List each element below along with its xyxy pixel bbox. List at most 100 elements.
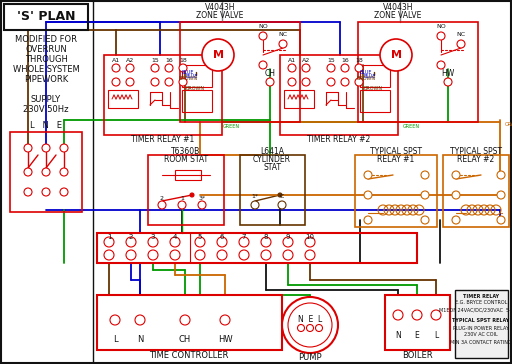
Circle shape xyxy=(217,237,227,247)
Circle shape xyxy=(421,216,429,224)
Circle shape xyxy=(104,250,114,260)
Text: TYPICAL SPST: TYPICAL SPST xyxy=(450,146,502,155)
Text: RELAY #2: RELAY #2 xyxy=(457,154,495,163)
Circle shape xyxy=(148,250,158,260)
Circle shape xyxy=(24,168,32,176)
Text: 2: 2 xyxy=(129,234,133,240)
Text: T6360B: T6360B xyxy=(172,147,201,157)
Text: HW: HW xyxy=(218,336,232,344)
Text: 3: 3 xyxy=(151,234,155,240)
Circle shape xyxy=(165,78,173,86)
Circle shape xyxy=(259,32,267,40)
Text: OVERRUN: OVERRUN xyxy=(25,46,67,55)
Circle shape xyxy=(305,250,315,260)
Text: L   N   E: L N E xyxy=(30,120,62,130)
Circle shape xyxy=(497,216,505,224)
Circle shape xyxy=(190,193,194,197)
Text: 10: 10 xyxy=(306,234,314,240)
Circle shape xyxy=(179,64,187,72)
Circle shape xyxy=(305,237,315,247)
Circle shape xyxy=(24,144,32,152)
Text: A2: A2 xyxy=(302,58,310,63)
Circle shape xyxy=(24,188,32,196)
Circle shape xyxy=(178,201,186,209)
Text: 5: 5 xyxy=(198,234,202,240)
Text: MODIFIED FOR: MODIFIED FOR xyxy=(15,36,77,44)
Text: N  E  L: N E L xyxy=(298,316,322,324)
Text: M: M xyxy=(212,50,224,60)
Circle shape xyxy=(444,78,452,86)
Circle shape xyxy=(452,216,460,224)
Circle shape xyxy=(60,168,68,176)
Circle shape xyxy=(412,310,422,320)
Circle shape xyxy=(126,78,134,86)
Circle shape xyxy=(42,188,50,196)
Text: ZONE VALVE: ZONE VALVE xyxy=(374,12,422,20)
Circle shape xyxy=(341,78,349,86)
Bar xyxy=(175,170,201,180)
Text: E: E xyxy=(415,331,419,340)
Text: BOILER: BOILER xyxy=(402,352,432,360)
Bar xyxy=(10,132,82,212)
Text: CH: CH xyxy=(179,336,191,344)
Circle shape xyxy=(421,171,429,179)
Text: BLUE: BLUE xyxy=(360,70,372,75)
Text: TYPICAL SPST RELAY: TYPICAL SPST RELAY xyxy=(453,318,509,324)
Circle shape xyxy=(217,250,227,260)
Text: WHOLE SYSTEM: WHOLE SYSTEM xyxy=(13,66,79,75)
Circle shape xyxy=(126,64,134,72)
Circle shape xyxy=(457,40,465,48)
Text: 1: 1 xyxy=(180,195,184,201)
Circle shape xyxy=(278,193,282,197)
Text: NO: NO xyxy=(436,24,446,29)
Bar xyxy=(455,290,508,358)
Text: RELAY #1: RELAY #1 xyxy=(377,154,415,163)
Text: A1: A1 xyxy=(288,58,296,63)
Circle shape xyxy=(452,191,460,199)
Circle shape xyxy=(151,64,159,72)
Circle shape xyxy=(327,78,335,86)
Circle shape xyxy=(283,237,293,247)
Text: 1: 1 xyxy=(106,234,111,240)
Circle shape xyxy=(126,237,136,247)
Text: A2: A2 xyxy=(126,58,134,63)
Circle shape xyxy=(220,315,230,325)
Text: PIPEWORK: PIPEWORK xyxy=(24,75,68,84)
Circle shape xyxy=(148,237,158,247)
Text: 230V 50Hz: 230V 50Hz xyxy=(23,106,69,115)
Bar xyxy=(97,295,282,350)
Circle shape xyxy=(195,250,205,260)
Bar xyxy=(182,90,212,112)
Circle shape xyxy=(104,237,114,247)
Text: BLUE: BLUE xyxy=(182,70,194,75)
Text: STAT: STAT xyxy=(263,163,281,173)
Text: N: N xyxy=(137,336,143,344)
Circle shape xyxy=(251,201,259,209)
Text: L641A: L641A xyxy=(260,147,284,157)
Text: L: L xyxy=(434,331,438,340)
Text: V4043H: V4043H xyxy=(383,4,413,12)
Text: MIN 3A CONTACT RATING: MIN 3A CONTACT RATING xyxy=(450,340,512,344)
Text: HW: HW xyxy=(441,68,455,78)
Text: BLUE: BLUE xyxy=(185,74,198,79)
Text: TIMER RELAY: TIMER RELAY xyxy=(463,293,499,298)
Bar xyxy=(358,22,478,122)
Circle shape xyxy=(437,32,445,40)
Text: 7: 7 xyxy=(242,234,246,240)
Text: PLUG-IN POWER RELAY: PLUG-IN POWER RELAY xyxy=(453,325,509,331)
Circle shape xyxy=(239,237,249,247)
Circle shape xyxy=(259,61,267,69)
Text: 18: 18 xyxy=(355,58,363,63)
Text: ZONE VALVE: ZONE VALVE xyxy=(196,12,244,20)
Text: CH: CH xyxy=(265,68,275,78)
Circle shape xyxy=(437,61,445,69)
Circle shape xyxy=(180,315,190,325)
Circle shape xyxy=(380,39,412,71)
Text: 1*: 1* xyxy=(251,194,259,199)
Circle shape xyxy=(421,191,429,199)
Text: THROUGH: THROUGH xyxy=(25,55,68,64)
Circle shape xyxy=(327,64,335,72)
Circle shape xyxy=(239,250,249,260)
Text: 'S' PLAN: 'S' PLAN xyxy=(17,11,75,24)
Circle shape xyxy=(364,171,372,179)
